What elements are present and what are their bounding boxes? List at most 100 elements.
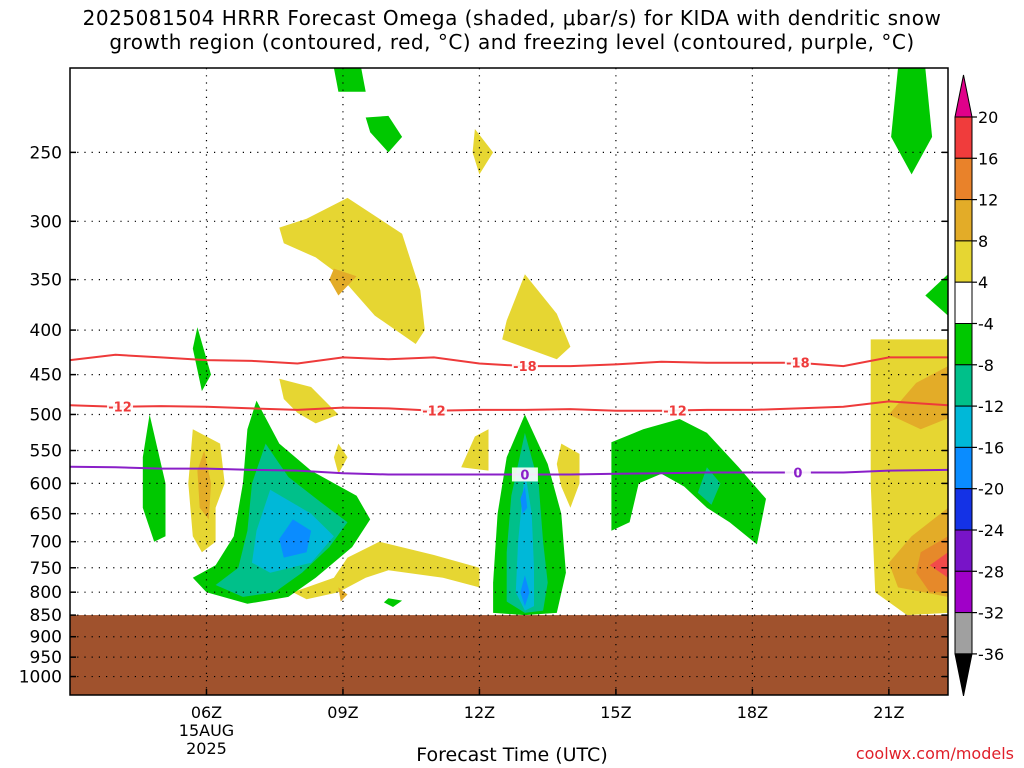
y-tick-label-500: 500 [30, 405, 62, 425]
green-region [611, 419, 766, 545]
colorbar-label--4: -4 [978, 315, 994, 334]
gold-region [329, 268, 357, 296]
colorbar-label--8: -8 [978, 356, 994, 375]
yellow-region [279, 378, 339, 424]
colorbar-swatch [954, 446, 973, 490]
contour-label--12: -12 [663, 404, 687, 419]
x-tick-label-12Z: 12Z [464, 703, 495, 722]
x-tick-year: 2025 [186, 739, 227, 758]
x-tick-label-21Z: 21Z [873, 703, 904, 722]
colorbar-swatch [954, 488, 973, 531]
y-tick-label-700: 700 [30, 533, 62, 553]
credit-link[interactable]: coolwx.com/models [855, 744, 1014, 763]
y-tick-label-950: 950 [30, 648, 62, 668]
yellow-region [333, 443, 348, 474]
ground-below-surface [70, 615, 948, 695]
contour-label-0: 0 [520, 468, 529, 483]
contour-label-bg [511, 359, 538, 374]
x-tick-label-09Z: 09Z [327, 703, 358, 722]
blue-region [520, 575, 530, 607]
colorbar-swatch [954, 364, 973, 407]
gold-region [888, 366, 948, 430]
colorbar-label--12: -12 [978, 397, 1004, 416]
y-tick-label-900: 900 [30, 628, 62, 648]
blue-region [520, 486, 528, 514]
colorbar-swatch [954, 240, 973, 283]
yellow-region [292, 541, 480, 600]
plot-frame [69, 67, 949, 696]
yellow-region [461, 429, 489, 471]
green-region [891, 68, 933, 175]
pressure-axis: 2503003504004505005506006507007508008509… [19, 143, 948, 688]
y-tick-label-250: 250 [30, 143, 62, 163]
chart-title: 2025081504 HRRR Forecast Omega (shaded, … [0, 6, 1024, 54]
yellow-region [472, 129, 494, 175]
contour-label-bg [784, 465, 811, 480]
yellow-region [279, 197, 425, 344]
colorbar-swatch [954, 529, 973, 572]
y-tick-label-850: 850 [30, 606, 62, 626]
green-region [365, 115, 403, 153]
teal-region [697, 467, 721, 505]
colorbar-label--16: -16 [978, 438, 1004, 457]
contour-label-0: 0 [793, 467, 802, 482]
green-region [925, 274, 948, 316]
contour-label--18: -18 [786, 357, 810, 372]
colorbar-swatch [954, 281, 973, 325]
green-region [333, 68, 366, 92]
x-axis-label: Forecast Time (UTC) [416, 744, 608, 766]
colorbar-label-20: 20 [978, 108, 998, 127]
y-tick-label-800: 800 [30, 583, 62, 603]
title-line-2: growth region (contoured, red, °C) and f… [109, 30, 915, 54]
y-tick-label-750: 750 [30, 559, 62, 579]
contour-label--12: -12 [108, 401, 132, 416]
colorbar-label-4: 4 [978, 273, 988, 292]
blue-region [279, 519, 312, 558]
colorbar-top-arrow [954, 74, 973, 118]
contour-label--12: -12 [422, 405, 446, 420]
contour-label-bg [511, 467, 538, 482]
x-tick-label-06Z: 06Z [191, 703, 222, 722]
cyan-region [515, 470, 534, 611]
green-region [383, 598, 403, 607]
colorbar-label-12: 12 [978, 191, 998, 210]
colorbar-label--32: -32 [978, 604, 1004, 623]
colorbar-swatch [954, 405, 973, 448]
red-region [929, 552, 948, 578]
colorbar-swatch [954, 157, 973, 201]
omega-shading [142, 68, 948, 616]
colorbar-swatch [954, 570, 973, 614]
colorbar-swatch [954, 323, 973, 366]
colorbar-swatch [954, 116, 973, 159]
temperature-contours: -18 -18 -12 -12 -12 0 0 [70, 353, 948, 483]
y-tick-label-1000: 1000 [19, 668, 62, 688]
title-line-1: 2025081504 HRRR Forecast Omega (shaded, … [82, 6, 942, 30]
contour--12 [70, 400, 948, 412]
y-tick-label-550: 550 [30, 442, 62, 462]
contour-label-bg [784, 355, 811, 370]
colorbar-label-8: 8 [978, 232, 988, 251]
y-tick-label-300: 300 [30, 212, 62, 232]
contour-label--18: -18 [513, 360, 537, 375]
colorbar: 20 16 12 8 4 -4 -8 -12 -16 -20 -24 -28 -32 -36 [954, 74, 1004, 696]
colorbar-bottom-arrow [954, 653, 973, 696]
colorbar-label--20: -20 [978, 480, 1004, 499]
y-tick-label-450: 450 [30, 366, 62, 386]
y-tick-label-650: 650 [30, 505, 62, 525]
contour-label-bg [107, 399, 134, 414]
yellow-region [556, 443, 580, 508]
y-tick-label-350: 350 [30, 271, 62, 291]
x-tick-label-18Z: 18Z [737, 703, 768, 722]
y-tick-label-600: 600 [30, 474, 62, 494]
y-tick-label-400: 400 [30, 321, 62, 341]
colorbar-label--28: -28 [978, 562, 1004, 581]
x-tick-date: 15AUG [179, 721, 234, 740]
contour-label-bg [420, 403, 447, 418]
green-region [142, 414, 166, 542]
yellow-region [502, 274, 571, 360]
x-tick-label-15Z: 15Z [600, 703, 631, 722]
colorbar-label--24: -24 [978, 521, 1004, 540]
colorbar-swatch [954, 199, 973, 242]
